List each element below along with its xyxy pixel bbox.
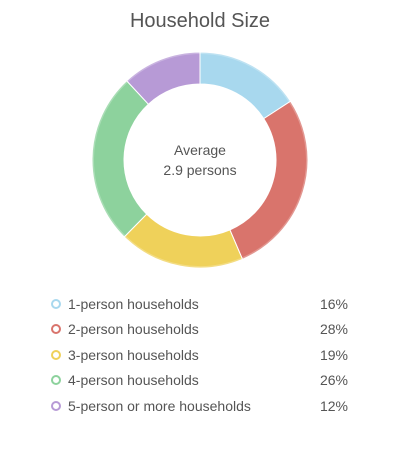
donut-slice-highlight-1 bbox=[199, 52, 291, 103]
legend-label: 2-person households bbox=[68, 321, 199, 338]
legend-item[interactable]: 2-person households 28% bbox=[48, 317, 348, 343]
legend-item[interactable]: 3-person households 19% bbox=[48, 342, 348, 368]
legend-marker-icon bbox=[51, 349, 61, 360]
legend-label: 4-person households bbox=[68, 372, 199, 389]
chart-title: Household Size bbox=[129, 10, 271, 32]
legend-marker-icon bbox=[51, 298, 61, 309]
donut-slice-highlight-4 bbox=[92, 80, 129, 237]
legend-label: 1-person households bbox=[68, 295, 199, 312]
center-label-title: Average bbox=[174, 142, 226, 158]
legend-marker-icon bbox=[51, 400, 61, 411]
legend-item[interactable]: 1-person households 16% bbox=[48, 291, 348, 317]
legend-marker-icon bbox=[51, 375, 61, 386]
legend-label: 3-person households bbox=[68, 346, 199, 363]
donut-slice-highlight-3 bbox=[124, 235, 243, 268]
donut-center-label: Average 2.9 persons bbox=[84, 44, 316, 276]
donut-svg bbox=[91, 51, 309, 269]
legend-value: 28% bbox=[319, 321, 348, 338]
donut-slice-5[interactable] bbox=[125, 51, 201, 105]
donut-slices bbox=[91, 51, 309, 269]
legend-value: 12% bbox=[319, 397, 348, 414]
donut-chart: Average 2.9 persons bbox=[84, 44, 316, 276]
legend-label: 5-person or more households bbox=[68, 397, 251, 414]
legend-item[interactable]: 5-person or more households 12% bbox=[48, 393, 348, 419]
legend-value: 16% bbox=[319, 295, 348, 312]
legend-item[interactable]: 4-person households 26% bbox=[48, 368, 348, 394]
legend-marker-icon bbox=[51, 324, 61, 335]
legend-value: 26% bbox=[319, 372, 348, 389]
legend-value: 19% bbox=[319, 346, 348, 363]
donut-slice-highlight-5 bbox=[126, 52, 201, 83]
donut-slice-highlight-2 bbox=[241, 101, 308, 260]
center-label-value: 2.9 persons bbox=[163, 162, 237, 178]
chart-legend: 1-person households 16% 2-person household… bbox=[48, 291, 348, 419]
